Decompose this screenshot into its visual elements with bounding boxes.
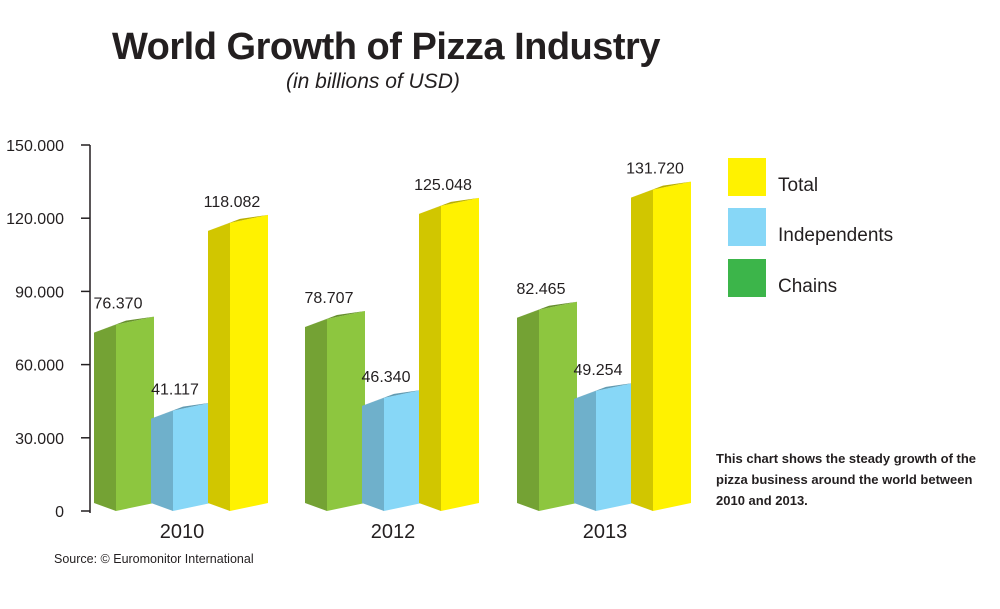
data-label: 82.465 xyxy=(517,281,566,298)
chart-note: This chart shows the steady growth of th… xyxy=(716,451,977,508)
bar-front-face xyxy=(116,316,154,511)
bar-side-face xyxy=(419,205,441,511)
data-label: 118.082 xyxy=(204,194,261,211)
bar-front-face xyxy=(596,382,634,511)
bar-side-face xyxy=(151,410,173,511)
y-tick-label: 150.000 xyxy=(6,138,64,155)
data-label: 125.048 xyxy=(414,177,472,194)
data-label: 41.117 xyxy=(151,382,199,399)
bar-front-face xyxy=(441,197,479,511)
bar-side-face xyxy=(208,222,230,511)
bar-side-face xyxy=(517,309,539,511)
bar-chains-2013 xyxy=(517,301,577,511)
legend-label-total: Total xyxy=(778,175,818,196)
data-label: 78.707 xyxy=(305,290,354,307)
legend-swatch-total xyxy=(728,158,766,196)
bar-front-face xyxy=(327,310,365,511)
bar-front-face xyxy=(230,214,268,511)
bar-side-face xyxy=(631,189,653,511)
legend-label-chains: Chains xyxy=(778,276,837,297)
bar-side-face xyxy=(305,318,327,511)
bar-chains-2012 xyxy=(305,310,365,511)
y-tick-label: 30.000 xyxy=(15,431,64,448)
y-tick-label: 120.000 xyxy=(6,211,64,228)
bar-total-2010 xyxy=(208,214,268,511)
bar-front-face xyxy=(173,402,211,511)
y-tick-label: 0 xyxy=(55,504,64,521)
x-tick-label: 2012 xyxy=(371,521,416,543)
bar-side-face xyxy=(362,397,384,511)
x-tick-label: 2010 xyxy=(160,521,205,543)
data-label: 131.720 xyxy=(626,161,684,178)
bar-total-2012 xyxy=(419,197,479,511)
data-label: 49.254 xyxy=(574,362,623,379)
data-label: 76.370 xyxy=(94,296,143,313)
bar-front-face xyxy=(384,389,422,511)
bar-independents-2010 xyxy=(151,402,211,511)
bar-chains-2010 xyxy=(94,316,154,511)
bar-side-face xyxy=(574,390,596,511)
legend-swatch-independents xyxy=(728,208,766,246)
chart-title: World Growth of Pizza Industry xyxy=(112,26,660,68)
y-tick-label: 60.000 xyxy=(15,358,64,375)
y-tick-label: 90.000 xyxy=(15,284,64,301)
bar-front-face xyxy=(539,301,577,511)
x-tick-label: 2013 xyxy=(583,521,628,543)
legend-swatch-chains xyxy=(728,259,766,297)
bar-independents-2013 xyxy=(574,382,634,511)
data-label: 46.340 xyxy=(362,369,411,386)
chart-subtitle: (in billions of USD) xyxy=(286,70,460,93)
legend-label-independents: Independents xyxy=(778,225,893,246)
bar-independents-2012 xyxy=(362,389,422,511)
bar-side-face xyxy=(94,324,116,511)
bar-total-2013 xyxy=(631,181,691,511)
bar-front-face xyxy=(653,181,691,511)
source-credit: Source: © Euromonitor International xyxy=(54,552,254,566)
